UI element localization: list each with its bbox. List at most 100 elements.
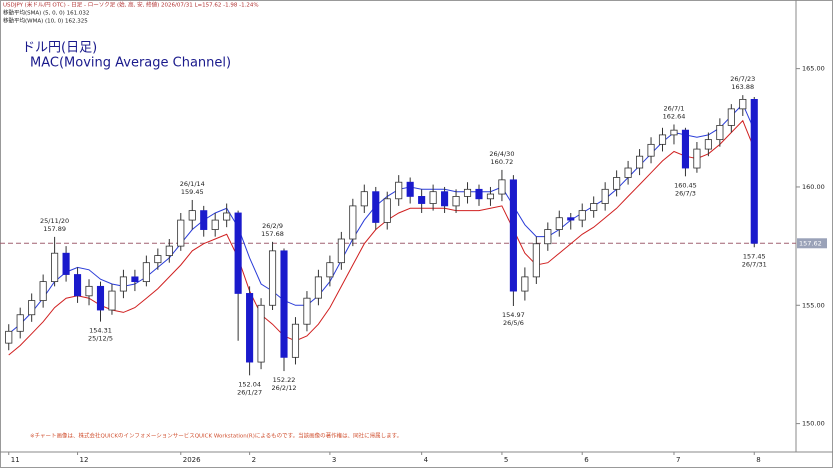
candle-body (372, 191, 380, 223)
candle-body (544, 229, 552, 245)
annotation-date: 26/2/9 (262, 222, 283, 230)
y-tick-label: 165.00 (802, 65, 825, 73)
candle-body (360, 191, 368, 207)
annotation-date: 26/7/23 (730, 75, 755, 83)
annotation-value: 162.64 (663, 112, 686, 120)
y-tick-label: 150.00 (802, 420, 825, 428)
candle-body (532, 243, 540, 278)
x-tick-label: 11 (11, 456, 20, 464)
candle-body (452, 196, 460, 207)
annotation-date: 26/2/12 (271, 384, 296, 392)
candle-body (337, 238, 345, 264)
candle-body (406, 181, 414, 197)
candle-body (521, 276, 529, 292)
header-line: 移動平均(WMA) (10, 0) 162.325 (3, 17, 88, 25)
candle-body (28, 300, 36, 316)
note: ※チャート画像は、株式会社QUICKのインフォメーションサービスQUICK Wo… (30, 432, 402, 440)
candle-body (670, 129, 678, 136)
candle-body (383, 198, 391, 223)
x-tick-label: 8 (756, 456, 760, 464)
candle-body (96, 285, 105, 311)
candle-body (658, 134, 667, 145)
x-tick-label: 2 (252, 456, 256, 464)
candle-body (704, 139, 712, 150)
candle-body (291, 323, 300, 358)
candle-body (119, 276, 127, 292)
candle-body (349, 205, 357, 240)
candle-body (73, 274, 82, 297)
candle-body (429, 191, 437, 204)
candle-body (441, 191, 449, 207)
annotation-value: 157.89 (43, 225, 66, 233)
candle-body (716, 125, 724, 141)
candle-body (475, 188, 483, 200)
candle-body (693, 148, 701, 169)
header-line: 移動平均(SMA) (5, 0, 0) 161.032 (3, 9, 89, 17)
last-price-label: 157.62 (799, 239, 822, 247)
candle-body (463, 188, 472, 197)
annotation-date: 25/11/20 (40, 217, 69, 225)
annotation-date: 26/1/14 (180, 180, 205, 188)
candle-body (131, 276, 139, 283)
candle-body (39, 281, 47, 301)
candle-body (200, 210, 208, 230)
candle-body (590, 203, 598, 212)
annotation-value: 152.04 (238, 380, 261, 388)
annotation-value: 157.45 (743, 252, 766, 260)
candle-body (234, 212, 242, 294)
x-tick-label: 7 (676, 456, 680, 464)
annotation-value: 157.68 (261, 230, 284, 238)
candle-body (5, 330, 13, 344)
candle-body (16, 314, 24, 332)
candle-body (681, 129, 690, 169)
chart-subtitle: MAC(Moving Average Channel) (30, 56, 231, 71)
candle-body (750, 98, 758, 244)
candle-body (555, 217, 563, 230)
annotation-value: 160.72 (491, 158, 514, 166)
candle-body (498, 179, 506, 195)
header-line: USDJPY (米ドル/円 OTC) - 日足 - ローソク足 (始, 高, 安… (3, 1, 259, 9)
annotation-date: 26/7/1 (664, 104, 685, 112)
candle-body (578, 210, 586, 221)
candle-body (211, 219, 219, 230)
candle-body (165, 245, 173, 256)
candle-body (395, 181, 403, 200)
annotation-value: 163.88 (731, 83, 754, 91)
candle-body (188, 210, 196, 221)
candle-body (509, 179, 517, 292)
candle-body (636, 155, 644, 169)
annotation-date: 26/7/31 (742, 260, 767, 268)
candle-body (51, 252, 59, 283)
annotation-value: 152.22 (273, 376, 296, 384)
x-tick-label: 2026 (183, 456, 201, 464)
candle-body (268, 250, 277, 306)
candle-body (326, 262, 334, 278)
annotation-date: 26/1/27 (237, 388, 262, 396)
candle-body (62, 252, 70, 275)
y-tick-label: 160.00 (802, 183, 825, 191)
candle-body (142, 262, 150, 283)
candle-body (177, 219, 185, 247)
candle-body (314, 276, 322, 299)
candle-body (647, 143, 655, 157)
x-tick-label: 6 (584, 456, 589, 464)
x-tick-label: 5 (504, 456, 508, 464)
candle-body (303, 297, 311, 325)
candle-body (257, 304, 265, 363)
candle-body (154, 255, 162, 264)
x-tick-label: 4 (424, 456, 429, 464)
candle-body (280, 250, 288, 358)
chart-title: ドル円(日足) (22, 41, 97, 56)
x-tick-label: 3 (332, 456, 336, 464)
annotation-date: 25/12/5 (88, 335, 113, 343)
candle-body (739, 98, 747, 110)
annotation-value: 154.31 (89, 327, 112, 335)
candle-body (108, 290, 116, 311)
candle-body (486, 193, 495, 200)
candle-body (223, 212, 231, 221)
candle-body (613, 177, 621, 190)
annotation-date: 26/5/6 (503, 319, 524, 327)
